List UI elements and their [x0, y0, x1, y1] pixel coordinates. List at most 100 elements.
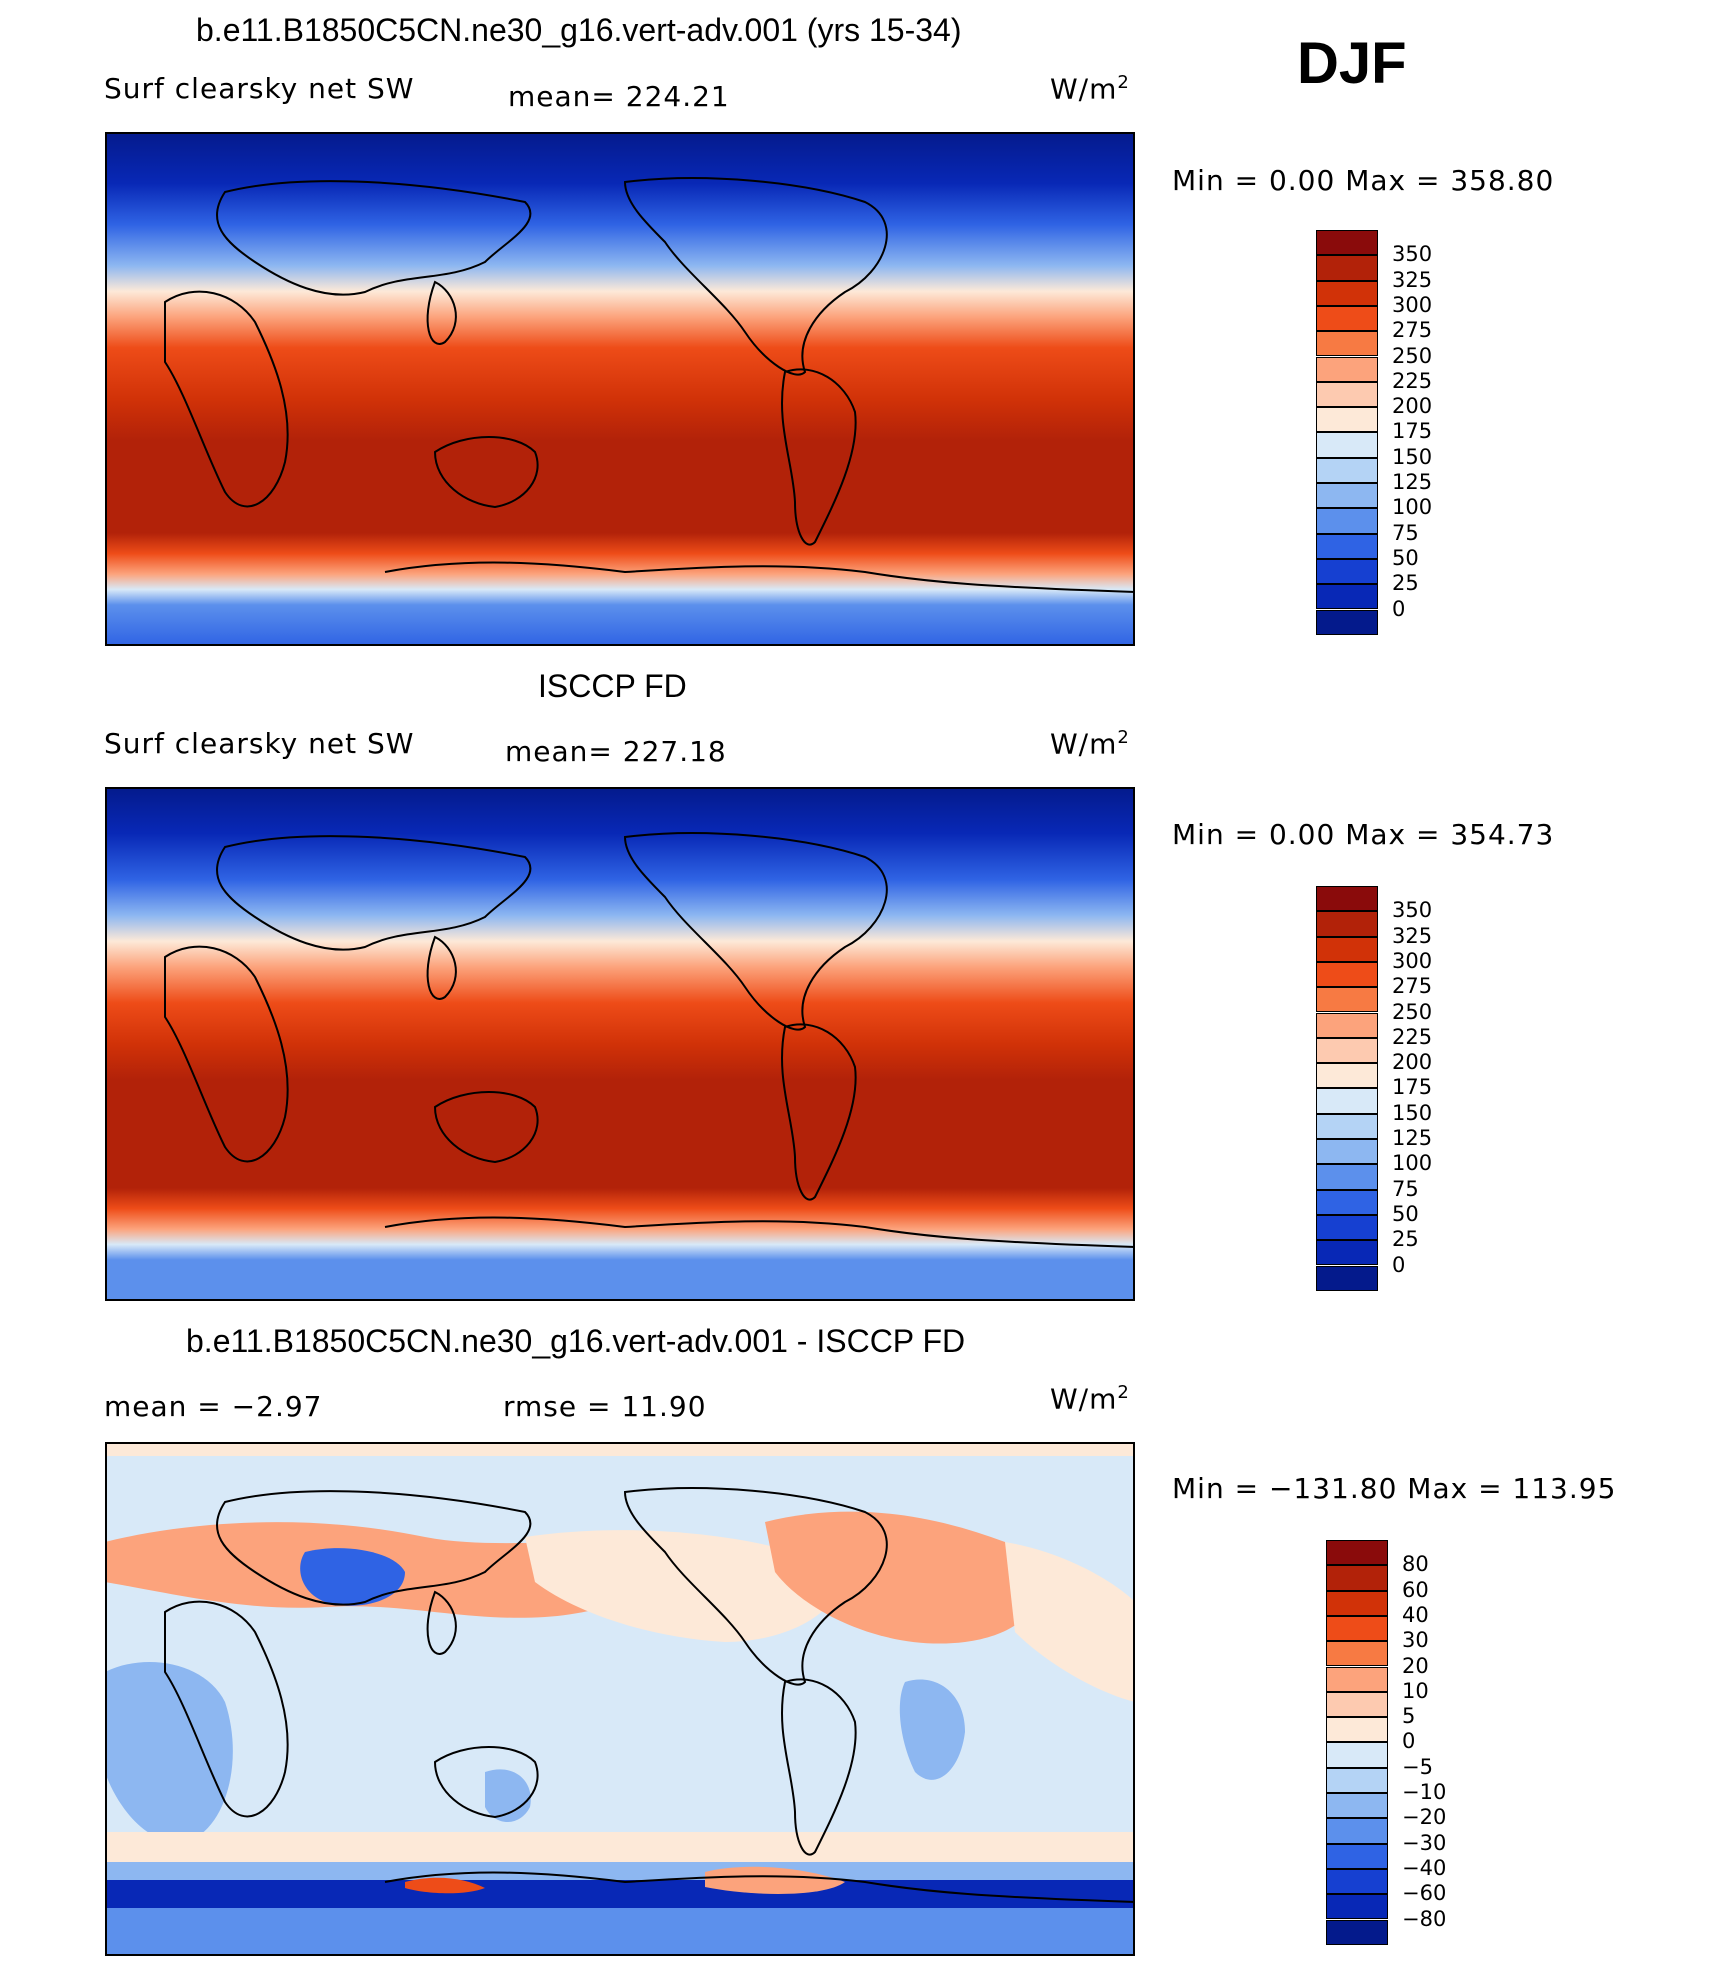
panel-3-map: [105, 1442, 1135, 1956]
coastline: [426, 280, 457, 345]
panel-3-minmax: Min = −131.80 Max = 113.95: [1172, 1472, 1617, 1505]
panel-3-colorbar: 80 60 40 30 20 10 5 0 −5 −10 −20 −30 −40 −60 −80: [1326, 1540, 1468, 1945]
panel-3-mean-label: mean = −2.97: [104, 1390, 323, 1423]
coastline: [164, 945, 289, 1163]
colorbar-label: 125: [1392, 470, 1433, 494]
colorbar-swatch: [1316, 961, 1378, 988]
panel-1-variable-label: Surf clearsky net SW: [104, 72, 415, 105]
panel-1-minmax: Min = 0.00 Max = 358.80: [1172, 164, 1555, 197]
coastline: [215, 1490, 532, 1606]
coastline: [384, 561, 1135, 593]
panel-1-title: b.e11.B1850C5CN.ne30_g16.vert-adv.001 (y…: [196, 12, 962, 48]
colorbar-swatch: [1316, 457, 1378, 483]
coastline: [433, 436, 539, 509]
colorbar-label: 250: [1392, 999, 1433, 1024]
colorbar-label: 300: [1392, 948, 1433, 973]
coastline: [426, 1590, 457, 1655]
colorbar-label: 325: [1392, 923, 1433, 948]
colorbar-label: −80: [1402, 1906, 1447, 1931]
colorbar-swatch: [1316, 1139, 1378, 1165]
colorbar-label: −5: [1402, 1754, 1433, 1779]
colorbar-label: 150: [1392, 444, 1433, 469]
colorbar-swatch: [1326, 1565, 1388, 1591]
colorbar-label: 5: [1402, 1704, 1416, 1729]
coastline: [781, 1678, 857, 1856]
colorbar-swatch: [1316, 886, 1378, 912]
colorbar-label: 25: [1392, 571, 1419, 596]
colorbar-swatch: [1316, 533, 1378, 559]
panel-2-units: W/m2: [1050, 727, 1130, 761]
colorbar-label: 100: [1392, 1151, 1433, 1176]
panel-2-title: ISCCP FD: [538, 668, 687, 704]
colorbar-label: 50: [1392, 1201, 1419, 1226]
colorbar-swatch: [1326, 1691, 1388, 1718]
colorbar-label: 225: [1392, 1024, 1433, 1049]
colorbar-swatch: [1326, 1641, 1388, 1667]
panel-3-units: W/m2: [1050, 1382, 1130, 1416]
colorbar-swatch: [1316, 1265, 1378, 1291]
coastline: [433, 1091, 539, 1164]
colorbar-swatch: [1316, 483, 1378, 509]
colorbar-swatch: [1316, 331, 1378, 357]
colorbar-label: 350: [1392, 898, 1433, 923]
colorbar-label: 50: [1392, 545, 1419, 570]
panel-1-mean-label: mean= 224.21: [508, 80, 730, 113]
coastline: [215, 180, 532, 296]
colorbar-swatch: [1316, 255, 1378, 281]
colorbar-label: 350: [1392, 242, 1433, 267]
colorbar-label: 175: [1392, 419, 1433, 444]
colorbar-swatch: [1316, 911, 1378, 937]
colorbar-swatch: [1326, 1894, 1388, 1920]
colorbar-label: 0: [1392, 1252, 1406, 1277]
colorbar-swatch: [1316, 1012, 1378, 1038]
colorbar-swatch: [1326, 1742, 1388, 1768]
coastline: [384, 1871, 1135, 1903]
colorbar-swatch: [1316, 1113, 1378, 1139]
coastline: [623, 1487, 888, 1686]
coastline: [384, 1216, 1135, 1248]
colorbar-label: 300: [1392, 292, 1433, 317]
panel-2-mean-label: mean= 227.18: [505, 735, 727, 768]
colorbar-label: 175: [1392, 1075, 1433, 1100]
colorbar-swatch: [1316, 1063, 1378, 1089]
colorbar-swatch: [1326, 1717, 1388, 1743]
colorbar-label: 75: [1392, 1176, 1419, 1201]
colorbar-swatch: [1326, 1919, 1388, 1945]
colorbar-label: 200: [1392, 394, 1433, 419]
panel-1-units: W/m2: [1050, 72, 1130, 106]
colorbar-swatch: [1316, 381, 1378, 408]
coastline: [623, 832, 888, 1031]
colorbar-swatch: [1316, 1240, 1378, 1266]
colorbar-swatch: [1316, 230, 1378, 256]
colorbar-swatch: [1326, 1590, 1388, 1616]
colorbar-label: −60: [1402, 1881, 1447, 1906]
colorbar-label: 20: [1402, 1653, 1429, 1678]
colorbar-swatch: [1316, 1037, 1378, 1064]
colorbar-swatch: [1326, 1540, 1388, 1566]
coastline: [215, 835, 532, 951]
colorbar-label: 275: [1392, 318, 1433, 343]
colorbar-swatch: [1326, 1767, 1388, 1793]
colorbar-label: 275: [1392, 974, 1433, 999]
colorbar-label: 0: [1392, 596, 1406, 621]
colorbar-swatch: [1316, 407, 1378, 433]
colorbar-swatch: [1326, 1818, 1388, 1844]
panel-3-rmse-label: rmse = 11.90: [503, 1390, 707, 1423]
colorbar-swatch: [1326, 1615, 1388, 1642]
colorbar-swatch: [1316, 987, 1378, 1013]
colorbar-swatch: [1326, 1793, 1388, 1819]
coastline: [781, 368, 857, 546]
colorbar-swatch: [1316, 558, 1378, 585]
colorbar-label: 150: [1392, 1100, 1433, 1125]
colorbar-label: 100: [1392, 495, 1433, 520]
colorbar-swatch: [1316, 280, 1378, 306]
colorbar-swatch: [1316, 609, 1378, 635]
colorbar-swatch: [1316, 1189, 1378, 1215]
colorbar-label: −10: [1402, 1780, 1447, 1804]
colorbar-swatch: [1316, 356, 1378, 382]
colorbar-swatch: [1326, 1666, 1388, 1692]
colorbar-label: 250: [1392, 343, 1433, 368]
colorbar-swatch: [1316, 936, 1378, 962]
colorbar-label: 30: [1402, 1628, 1429, 1653]
colorbar-label: 60: [1402, 1577, 1429, 1602]
